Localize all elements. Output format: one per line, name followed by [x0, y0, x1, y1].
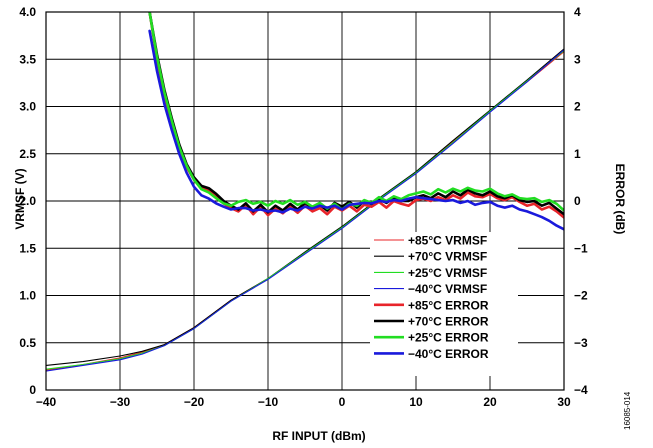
- y-tick-label: 3.5: [19, 52, 36, 66]
- x-tick-label: 30: [557, 395, 571, 409]
- y2-tick-label: −3: [574, 336, 588, 350]
- y2-tick-label: −2: [574, 289, 588, 303]
- y2-tick-label: −4: [574, 383, 588, 397]
- legend-label: −40°C VRMSF: [408, 282, 487, 296]
- x-tick-label: 0: [339, 395, 346, 409]
- y2-axis-title: ERROR (dB): [613, 164, 627, 235]
- y-tick-label: 4.0: [19, 5, 36, 19]
- x-tick-label: −30: [110, 395, 131, 409]
- y2-tick-label: −1: [574, 241, 588, 255]
- y-tick-label: 0: [29, 383, 36, 397]
- y-tick-label: 1.0: [19, 289, 36, 303]
- legend-label: +25°C VRMSF: [408, 266, 487, 280]
- y2-tick-label: 0: [574, 194, 581, 208]
- series-line-40-c-error: [148, 29, 564, 231]
- y-axis-title: VRMSF (V): [13, 168, 27, 229]
- x-tick-label: −20: [184, 395, 205, 409]
- y2-tick-label: 3: [574, 52, 581, 66]
- legend-label: +70°C VRMSF: [408, 250, 487, 264]
- legend-label: +85°C VRMSF: [408, 234, 487, 248]
- y2-tick-label: 2: [574, 100, 581, 114]
- figure-id: 16085-014: [623, 391, 632, 430]
- legend: +85°C VRMSF +70°C VRMSF +25°C VRMSF −40°C V…: [370, 232, 518, 376]
- series-group: [46, 12, 564, 372]
- x-tick-label: −10: [258, 395, 279, 409]
- x-axis-title: RF INPUT (dBm): [272, 429, 365, 443]
- x-tick-label: −40: [36, 395, 57, 409]
- x-tick-label: 10: [409, 395, 423, 409]
- y-tick-label: 2.5: [19, 147, 36, 161]
- legend-label: +85°C ERROR: [408, 298, 489, 312]
- series-line-85-c-error: [148, 12, 564, 219]
- tick-labels: −40 −30 −20 −10 0 10 20 3000.51.01.52.02.53.03.…: [19, 5, 588, 409]
- y2-tick-label: 1: [574, 147, 581, 161]
- y-tick-label: 1.5: [19, 241, 36, 255]
- y2-tick-label: 4: [574, 5, 581, 19]
- legend-label: −40°C ERROR: [408, 347, 489, 361]
- series-line-40-c-vrmsf: [46, 49, 564, 372]
- series-line-70-c-error: [148, 12, 564, 216]
- y-tick-label: 0.5: [19, 336, 36, 350]
- y-tick-label: 2.0: [19, 194, 36, 208]
- y-tick-label: 3.0: [19, 100, 36, 114]
- x-tick-label: 20: [483, 395, 497, 409]
- legend-label: +25°C ERROR: [408, 331, 489, 345]
- series-line-25-c-vrmsf: [46, 50, 564, 370]
- series-line-25-c-error: [148, 12, 564, 212]
- plot-frame: [45, 11, 565, 391]
- legend-label: +70°C ERROR: [408, 315, 489, 329]
